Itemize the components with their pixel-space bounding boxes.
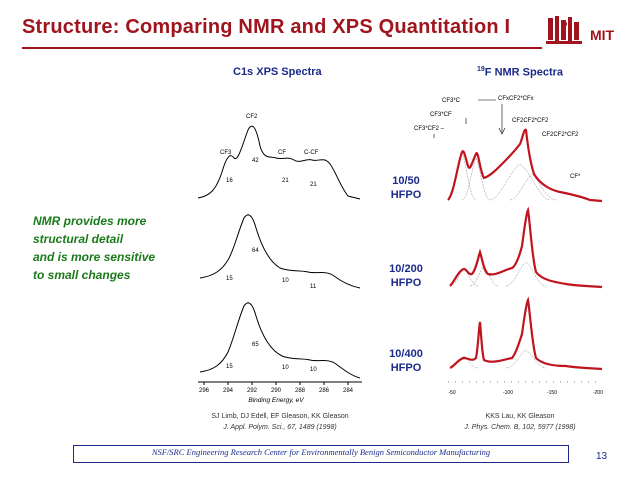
nmr-tick-label: -50 [448, 390, 455, 396]
row-label-line: HFPO [390, 362, 422, 374]
xps-peak-percent: 10 [282, 278, 289, 284]
xps-axis-ticks [203, 382, 349, 385]
callout-line: to small changes [33, 268, 131, 282]
xps-peak-label: CF3 [220, 150, 232, 156]
footer-box [73, 445, 569, 463]
nmr-peak-label: CF3*CF2 – [414, 126, 445, 132]
xps-spectra-figure: CF2 CF3 CF C-CF 16 42 21 21 64 15 10 11 … [197, 114, 362, 404]
xps-peak-percent: 11 [310, 284, 317, 290]
nmr-spectrum-10-400 [449, 296, 603, 371]
xps-tick-label: 286 [319, 388, 330, 394]
nmr-peak-label: CF3*CF [430, 112, 452, 118]
xps-peak-label: CF [278, 150, 286, 156]
callout-line: and is more sensitive [33, 250, 156, 264]
nmr-isotope-superscript: 19 [477, 66, 485, 73]
callout-text: NMR provides more structural detail and … [33, 212, 155, 284]
xps-peak-percent: 15 [226, 364, 233, 370]
nmr-citation-journal: J. Phys. Chem. B, 102, 5977 (1998) [464, 424, 576, 431]
nmr-citation-authors: KKS Lau, KK Gleason [485, 413, 555, 420]
nmr-deconvolution-curves [449, 349, 547, 369]
nmr-tick-label: -150 [547, 390, 557, 396]
xps-peak-label: CF2 [246, 114, 258, 120]
nmr-label-arrows [433, 99, 506, 138]
row-label-10-400: 10/400 HFPO [381, 347, 431, 375]
row-label-line: 10/200 [389, 263, 423, 275]
footer-text: NSF/SRC Engineering Research Center for … [151, 447, 491, 457]
row-label-line: 10/50 [392, 175, 420, 187]
page-number: 13 [596, 451, 608, 462]
xps-tick-label: 296 [199, 388, 210, 394]
nmr-tick-label: -200 [593, 390, 603, 396]
xps-tick-label: 288 [295, 388, 306, 394]
title-underline [22, 47, 542, 49]
xps-peak-percent: 16 [226, 178, 233, 184]
xps-axis-label: Binding Energy, eV [248, 397, 304, 404]
callout-line: structural detail [33, 232, 124, 246]
xps-peak-percent: 42 [252, 158, 259, 164]
nmr-header-text: F NMR Spectra [484, 66, 564, 79]
nmr-spectrum-10-50 [447, 128, 603, 203]
xps-peak-percent: 10 [282, 365, 289, 371]
row-label-10-200: 10/200 HFPO [381, 262, 431, 290]
nmr-peak-label: CF* [570, 174, 581, 180]
xps-peak-label: C-CF [304, 150, 319, 156]
xps-spectrum-10-50 [197, 125, 361, 200]
row-label-line: HFPO [390, 189, 422, 201]
nmr-peak-label: CFxCF2*CFx [498, 96, 534, 102]
row-label-line: 10/400 [389, 348, 423, 360]
xps-tick-label: 294 [223, 388, 234, 394]
xps-peak-percent: 64 [252, 248, 259, 254]
nmr-citation: KKS Lau, KK Gleason J. Phys. Chem. B, 10… [430, 411, 610, 433]
nmr-tick-label: -100 [503, 390, 513, 396]
xps-peak-percent: 15 [226, 276, 233, 282]
nmr-spectrum-10-200 [449, 206, 603, 289]
nmr-column-header: 19F NMR Spectra [477, 66, 563, 79]
row-label-10-50: 10/50 HFPO [381, 174, 431, 202]
xps-peak-percent: 21 [282, 178, 289, 184]
slide-title: Structure: Comparing NMR and XPS Quantit… [22, 16, 511, 38]
xps-peak-percent: 65 [252, 342, 259, 348]
xps-spectrum-10-400 [199, 302, 361, 379]
mit-seal-icon [546, 16, 582, 44]
xps-peak-percent: 21 [310, 182, 317, 188]
xps-tick-label: 290 [271, 388, 282, 394]
mit-logo-text: MIT [590, 27, 615, 43]
xps-tick-label: 284 [343, 388, 354, 394]
nmr-peak-label: CF2CF2*CF2 [512, 118, 549, 124]
xps-tick-label: 292 [247, 388, 258, 394]
xps-column-header: C1s XPS Spectra [233, 66, 322, 78]
callout-line: NMR provides more [33, 214, 147, 228]
nmr-spectra-figure: CF3*C CF3*CF CF3*CF2 – CFxCF2*CFx CF2CF2… [414, 96, 603, 396]
xps-peak-percent: 10 [310, 367, 317, 373]
row-label-line: HFPO [390, 277, 422, 289]
xps-spectrum-10-200 [199, 214, 361, 289]
xps-citation-authors: SJ Limb, DJ Edell, EF Gleason, KK Gleaso… [211, 413, 349, 420]
xps-citation: SJ Limb, DJ Edell, EF Gleason, KK Gleaso… [190, 411, 370, 433]
mit-logo: MIT [546, 16, 615, 44]
nmr-peak-label: CF2CF2*CF2 [542, 132, 579, 138]
xps-citation-journal: J. Appl. Polym. Sci., 67, 1489 (1998) [223, 424, 337, 431]
nmr-peak-label: CF3*C [442, 98, 461, 104]
nmr-deconvolution-curves [447, 151, 557, 201]
